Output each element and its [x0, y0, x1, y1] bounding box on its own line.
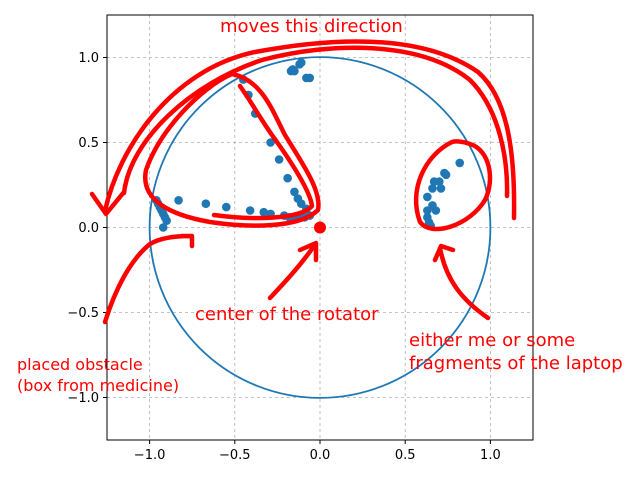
- scatter-point: [201, 199, 211, 208]
- annotation-me-line1: either me or some: [409, 330, 575, 351]
- direction-arrowhead: [89, 189, 127, 217]
- scatter-point: [283, 173, 292, 183]
- plot-frame: [106, 14, 534, 441]
- scatter-point: [293, 194, 303, 203]
- scatter-point: [455, 158, 465, 168]
- obstacle-arrow: [102, 233, 195, 325]
- scatter-point: [290, 187, 299, 197]
- annotation-obstacle-line2: (box from medicine): [17, 376, 179, 395]
- unit-circle: [148, 56, 492, 399]
- annotation-rotator: center of the rotator: [195, 304, 379, 325]
- y-tick-label: −1.0: [67, 391, 99, 406]
- annotation-direction: moves this direction: [220, 16, 403, 37]
- annotation-me-line2: fragments of the laptop: [409, 353, 623, 374]
- y-tick-label: 0.5: [78, 136, 99, 151]
- scatter-point: [259, 207, 269, 217]
- scatter-point: [431, 206, 441, 215]
- scatter-point: [221, 202, 231, 212]
- x-tick-label: 0.5: [395, 448, 416, 463]
- x-tick-label: 0.0: [310, 448, 331, 463]
- me-arrow: [432, 243, 491, 321]
- loop-around-left-points: [142, 71, 321, 228]
- scatter-point: [441, 170, 451, 180]
- scatter-point: [428, 184, 437, 193]
- y-tick-label: −0.5: [67, 306, 99, 321]
- x-tick-label: −1.0: [134, 448, 166, 463]
- scatter-point: [305, 73, 315, 83]
- loop-around-right-points: [413, 139, 493, 232]
- scatter-point: [423, 192, 432, 202]
- scatter-point: [266, 138, 275, 147]
- rotator-arrow: [267, 240, 319, 301]
- scatter-point: [290, 66, 299, 76]
- scatter-point: [274, 155, 284, 164]
- hand-drawn-annotations: [89, 39, 517, 325]
- scatter-point: [245, 206, 255, 215]
- scatter-point: [174, 196, 183, 205]
- direction-arc-inner: [121, 45, 510, 199]
- scatter-point: [434, 177, 444, 186]
- x-tick-label: −0.5: [219, 448, 251, 463]
- scatter-point: [436, 184, 446, 193]
- scatter-point: [158, 223, 168, 232]
- rotator-center-point: [314, 221, 326, 234]
- loop-around-left-points-inner: [211, 83, 315, 221]
- y-tick-label: 0.0: [78, 221, 99, 236]
- y-tick-label: 1.0: [78, 51, 99, 66]
- tick-labels: −1.0 −0.5 0.0 0.5 1.0 −1.0 −0.5 0.0 0.5 1.0: [67, 51, 500, 463]
- annotation-obstacle-line1: placed obstacle: [17, 355, 143, 374]
- scatter-point: [162, 216, 171, 225]
- x-tick-label: 1.0: [480, 448, 501, 463]
- direction-arc: [102, 39, 517, 221]
- scatter-point: [296, 58, 306, 67]
